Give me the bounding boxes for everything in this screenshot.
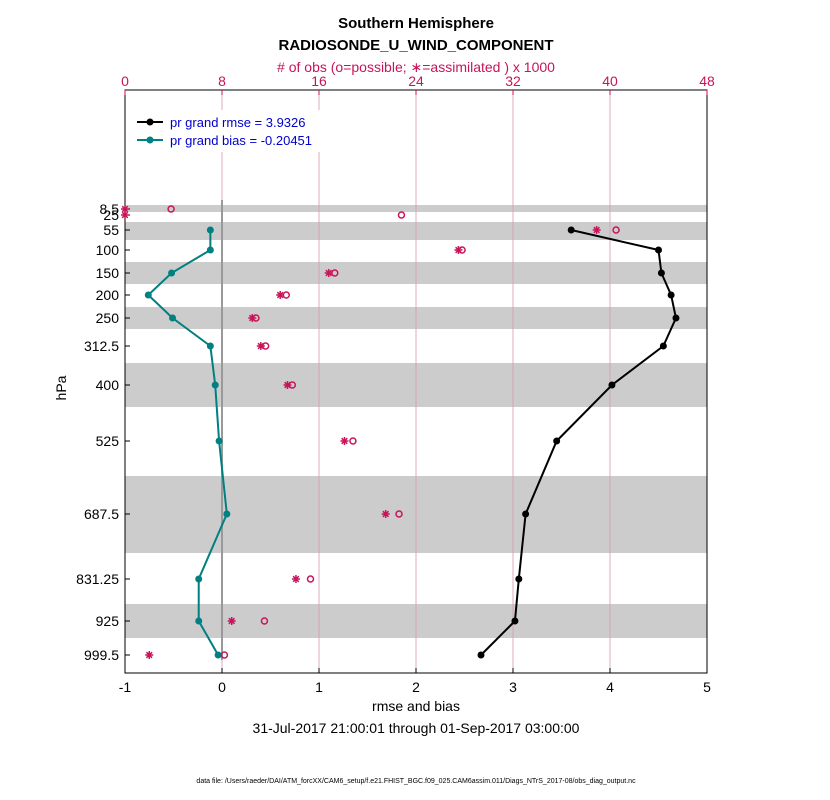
date-range: 31-Jul-2017 21:00:01 through 01-Sep-2017… [253,720,580,736]
obs-assimilated-marker [145,651,154,659]
series-point-0 [511,617,519,625]
obs-possible-marker [260,617,269,625]
series-point-0 [553,437,561,445]
series-point-1 [214,651,222,659]
top-tick-label: 8 [218,73,226,89]
series-point-0 [567,226,575,234]
series-point-1 [211,381,219,389]
y-tick-label: 525 [96,433,120,449]
obs-assimilated-marker [324,269,333,277]
obs-assimilated-marker [121,205,129,213]
series-point-0 [515,575,523,583]
obs-possible-marker [306,575,315,583]
obs-possible-marker [167,205,175,213]
obs-assimilated-marker [291,575,300,583]
top-tick-label: 24 [408,73,424,89]
top-tick-label: 16 [311,73,327,89]
series-point-0 [659,342,667,350]
x-tick-label: 3 [509,679,517,695]
top-tick-label: 40 [602,73,618,89]
obs-assimilated-marker [381,510,390,518]
series-point-0 [608,381,616,389]
obs-possible-marker [397,211,406,219]
obs-possible-marker [220,651,229,659]
series-point-1 [144,291,152,299]
y-tick-label: 312.5 [84,338,119,354]
y-tick-label: 999.5 [84,647,119,663]
series-point-0 [655,246,662,254]
x-tick-label: 5 [703,679,711,695]
x-tick-label: 4 [606,679,614,695]
series-point-1 [206,342,214,350]
series-point-1 [168,269,176,277]
chart-title: Southern Hemisphere [338,15,494,32]
legend: pr grand rmse = 3.9326 pr grand bias = -… [130,110,340,152]
y-tick-label: 150 [96,265,120,281]
obs-assimilated-marker [248,314,257,322]
obs-possible-marker [349,437,357,445]
y-tick-label: 55 [103,222,119,238]
series-point-1 [206,226,214,234]
obs-assimilated-marker [276,291,285,299]
series-point-1 [195,575,203,583]
gridlines [221,90,611,673]
top-axis-label: # of obs (o=possible; ∗=assimilated ) x … [277,59,555,75]
y-tick-label: 25 [103,207,119,223]
series-point-1 [169,314,177,322]
obs-assimilated-marker [121,211,129,219]
x-tick-label: -1 [119,679,132,695]
series-line-0 [480,229,678,656]
legend-marker-rmse [146,118,154,126]
legend-marker-bias [146,136,154,144]
series-point-1 [195,617,203,625]
obs-assimilated-marker [454,246,463,254]
series-point-1 [215,437,223,445]
obs-assimilated-marker [340,437,349,445]
legend-label-rmse: pr grand rmse = 3.9326 [170,115,306,130]
x-tick-label: 1 [315,679,323,695]
series-line-1 [146,230,228,656]
series-point-0 [667,291,675,299]
series-point-0 [657,269,665,277]
y-tick-label: 100 [96,242,120,258]
obs-possible-marker [395,510,403,518]
y-tick-label: 400 [96,377,120,393]
series-point-0 [672,314,680,322]
series-point-1 [223,510,231,518]
y-tick-label: 200 [96,287,120,303]
x-axis-label: rmse and bias [372,698,460,714]
obs-assimilated-marker [283,381,292,389]
y-tick-label: 250 [96,310,120,326]
x-tick-label: 2 [412,679,420,695]
obs-assimilated-marker [256,342,265,350]
obs-possible-marker [612,226,620,234]
series-point-0 [522,510,530,518]
top-tick-label: 0 [121,73,129,89]
obs-assimilated-marker [227,617,236,625]
data-marks [121,205,680,659]
y-tick-label: 687.5 [84,506,119,522]
legend-label-bias: pr grand bias = -0.20451 [170,133,312,148]
footnote: data file: /Users/raeder/DAI/ATM_forcXX/… [196,778,636,785]
obs-assimilated-marker [592,226,601,234]
top-tick-label: 48 [699,73,715,89]
y-tick-label: 925 [96,613,120,629]
x-tick-label: 0 [218,679,226,695]
series-point-0 [477,651,485,659]
top-tick-label: 32 [505,73,521,89]
series-point-1 [206,246,214,254]
chart-subtitle: RADIOSONDE_U_WIND_COMPONENT [278,37,553,54]
y-tick-label: 831.25 [76,571,119,587]
y-tick-label: 8.5 [100,201,120,217]
legend-box [130,110,340,152]
y-axis-label: hPa [53,375,69,400]
